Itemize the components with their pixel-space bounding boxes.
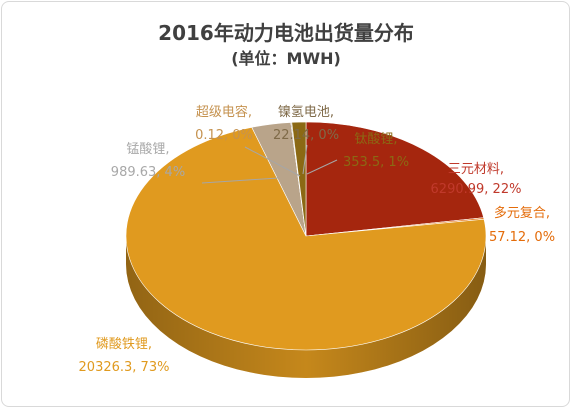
slice-label-name-2: 磷酸铁锂, [96,337,152,352]
pie-depth [126,236,486,378]
slice-label-name-5: 镍氢电池, [278,105,334,120]
slice-label-name-3: 锰酸锂, [126,142,169,157]
chart-title: 2016年动力电池出货量分布 [158,21,414,45]
chart-subtitle: (单位：MWH) [231,49,341,68]
leader-line-5 [302,144,308,175]
pie-top [125,121,487,351]
data-labels: 三元材料, 6290.99, 22% 多元复合, 57.12, 0% 磷酸铁锂, 2032… [79,104,556,375]
pie-slice-6 [291,121,307,237]
slice-label-value-4: 0.12, 0% [195,128,253,143]
leader-line-4 [244,146,301,177]
leader-line-3 [201,177,279,184]
slice-label-value-5: 22.14, 0% [273,128,339,143]
slice-side-shade-2 [126,236,486,378]
slice-label-name-0: 三元材料, [448,162,504,177]
slice-label-value-3: 989.63, 4% [111,165,185,180]
slice-label-value-2: 20326.3, 73% [79,360,170,375]
leader-lines [201,144,338,184]
leader-line-6 [306,159,338,175]
slice-label-value-1: 57.12, 0% [489,230,555,245]
pie-slice-2 [125,126,487,351]
slice-label-name-4: 超级电容, [196,104,252,120]
slice-label-value-6: 353.5, 1% [343,155,409,170]
slice-label-name-1: 多元复合, [494,205,550,221]
pie-slice-0 [305,121,485,237]
slice-label-name-6: 钛酸锂, [354,132,397,147]
slice-label-value-0: 6290.99, 22% [431,182,522,197]
